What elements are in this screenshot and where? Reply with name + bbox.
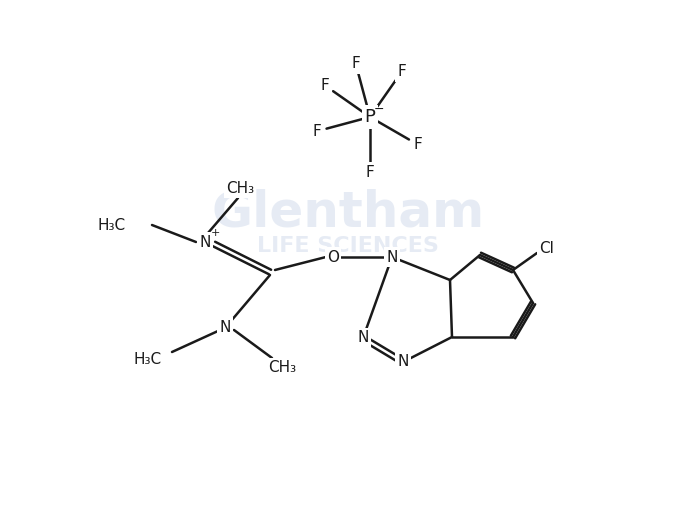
Text: F: F (321, 78, 329, 93)
Text: F: F (365, 164, 374, 179)
Text: Cl: Cl (539, 241, 555, 255)
Text: N: N (397, 355, 409, 370)
Text: F: F (351, 56, 360, 71)
Text: Glentham: Glentham (212, 188, 484, 236)
Text: F: F (413, 137, 422, 152)
Text: F: F (313, 124, 322, 139)
Text: LIFE SCIENCES: LIFE SCIENCES (257, 236, 439, 256)
Text: N: N (386, 250, 397, 265)
Text: CH₃: CH₃ (226, 180, 254, 196)
Text: N: N (357, 331, 369, 345)
Text: H₃C: H₃C (134, 353, 162, 368)
Text: P: P (365, 108, 375, 126)
Text: N: N (219, 319, 230, 334)
Text: O: O (327, 250, 339, 265)
Text: H₃C: H₃C (98, 217, 126, 232)
Text: F: F (397, 64, 406, 80)
Text: −: − (374, 102, 384, 115)
Text: N: N (199, 235, 211, 250)
Text: +: + (210, 228, 220, 238)
Text: CH₃: CH₃ (268, 360, 296, 375)
